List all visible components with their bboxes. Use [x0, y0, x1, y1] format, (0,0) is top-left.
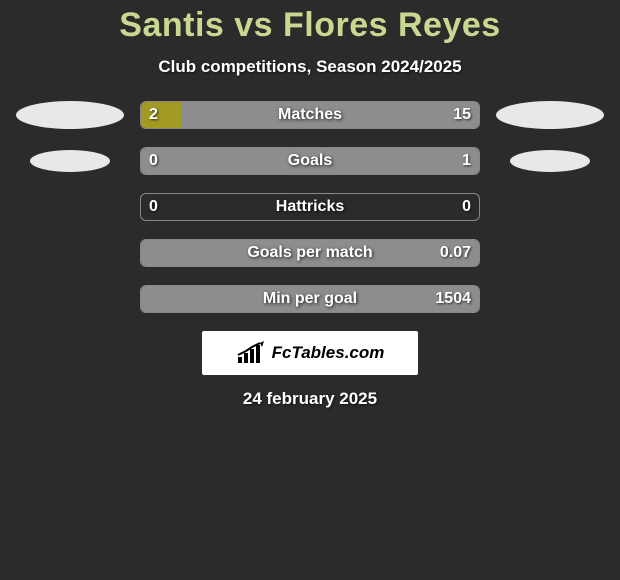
- comparison-infographic: Santis vs Flores Reyes Club competitions…: [0, 0, 620, 580]
- stat-label: Goals: [288, 152, 332, 170]
- stat-bar: 0 0 Hattricks: [140, 193, 480, 221]
- logo-text: FcTables.com: [272, 343, 385, 363]
- stat-right-value: 0: [454, 194, 479, 220]
- stat-label: Hattricks: [276, 198, 344, 216]
- stat-row: 0 0 Hattricks: [0, 193, 620, 221]
- left-player-mark: [0, 101, 140, 129]
- logo-chart-icon: [236, 341, 266, 365]
- stats-rows: 2 15 Matches 0 1 Goals 0 0 Hattricks 0.07 Goals pe…: [0, 101, 620, 313]
- stat-bar: 0 1 Goals: [140, 147, 480, 175]
- stat-row: 0.07 Goals per match: [0, 239, 620, 267]
- stat-row: 1504 Min per goal: [0, 285, 620, 313]
- stat-bar: 1504 Min per goal: [140, 285, 480, 313]
- stat-label: Matches: [278, 106, 342, 124]
- stat-right-value: 15: [445, 102, 479, 128]
- stat-bar: 2 15 Matches: [140, 101, 480, 129]
- fctables-logo[interactable]: FcTables.com: [202, 331, 418, 375]
- left-player-mark: [0, 150, 140, 172]
- player-ellipse-icon: [496, 101, 604, 129]
- stat-row: 2 15 Matches: [0, 101, 620, 129]
- date-label: 24 february 2025: [0, 389, 620, 409]
- stat-left-value: 0: [141, 194, 166, 220]
- right-player-mark: [480, 101, 620, 129]
- stat-right-value: 0.07: [432, 240, 479, 266]
- stat-row: 0 1 Goals: [0, 147, 620, 175]
- stat-left-value: 0: [141, 148, 166, 174]
- player-ellipse-icon: [30, 150, 110, 172]
- player-ellipse-icon: [510, 150, 590, 172]
- stat-right-value: 1: [454, 148, 479, 174]
- page-title: Santis vs Flores Reyes: [0, 6, 620, 45]
- stat-right-value: 1504: [427, 286, 479, 312]
- stat-label: Min per goal: [263, 290, 357, 308]
- stat-bar: 0.07 Goals per match: [140, 239, 480, 267]
- subtitle: Club competitions, Season 2024/2025: [0, 57, 620, 77]
- right-player-mark: [480, 150, 620, 172]
- player-ellipse-icon: [16, 101, 124, 129]
- stat-label: Goals per match: [247, 244, 372, 262]
- stat-left-value: 2: [141, 102, 166, 128]
